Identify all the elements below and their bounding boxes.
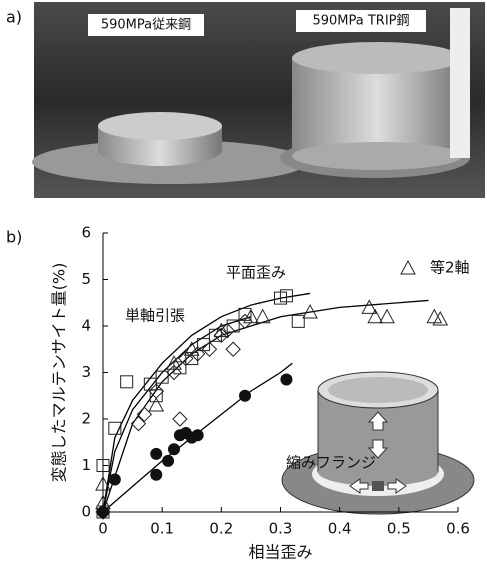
data-point [149, 398, 163, 411]
series-label: 縮みフランジ [286, 454, 376, 472]
data-point [226, 342, 240, 356]
data-point [150, 469, 162, 481]
series-label: 単軸引張 [125, 307, 185, 325]
data-point [192, 429, 204, 441]
page: {"panel_a":{"label":"a)","left_caption":… [0, 0, 487, 567]
data-point [292, 315, 304, 327]
data-point [132, 417, 146, 431]
series-label: 等2軸 [430, 259, 470, 277]
x-tick-label: 0.1 [150, 520, 174, 538]
data-point [280, 373, 292, 385]
data-point [168, 443, 180, 455]
x-axis-label: 相当歪み [248, 543, 312, 562]
data-point [150, 448, 162, 460]
y-tick-label: 6 [81, 224, 91, 242]
y-tick-label: 1 [81, 456, 91, 474]
x-tick-label: 0 [98, 520, 108, 538]
figure: a) 590MPa従来鋼 590MPa TRIP鋼 b) 0 1 2 3 4 5 6 0 0.1… [0, 0, 487, 567]
panel-label: b) [6, 228, 22, 247]
inset-illustration [282, 372, 474, 514]
x-tick-label: 0.5 [387, 520, 411, 538]
y-tick-label: 2 [81, 410, 91, 428]
panel-label: a) [6, 8, 22, 27]
x-tick-label: 0.4 [328, 520, 352, 538]
x-tick-label: 0.6 [446, 520, 470, 538]
x-tick-label: 0.2 [209, 520, 233, 538]
data-point [173, 412, 187, 426]
data-point [121, 376, 133, 388]
data-point [239, 390, 251, 402]
y-axis-label: 変態したマルテンサイト量(%) [50, 263, 69, 483]
data-point [380, 310, 394, 323]
legend-marker [401, 261, 415, 274]
data-point [162, 455, 174, 467]
fit-curve [103, 293, 310, 512]
x-tick-label: 0.3 [269, 520, 293, 538]
y-tick-label: 3 [81, 363, 91, 381]
photo-caption: 590MPa従来鋼 [101, 18, 191, 33]
data-point [427, 310, 441, 323]
y-tick-label: 5 [81, 270, 91, 288]
series-label: 平面歪み [226, 264, 286, 282]
photo-caption: 590MPa TRIP鋼 [312, 14, 409, 29]
y-tick-label: 4 [81, 317, 91, 335]
data-point [109, 473, 121, 485]
data-point [97, 506, 109, 518]
y-tick-label: 0 [81, 503, 91, 521]
